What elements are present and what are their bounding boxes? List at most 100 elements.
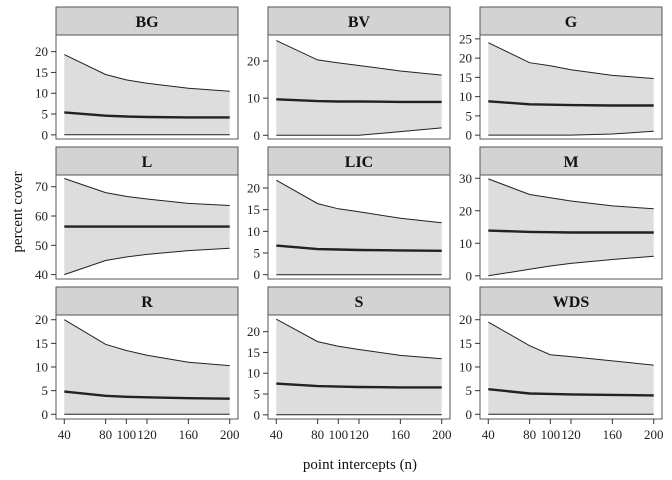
x-tick-label-s-120: 120 <box>349 427 369 442</box>
y-tick-label-r-5: 5 <box>42 383 49 398</box>
band-g <box>488 42 654 136</box>
y-tick-label-l-60: 60 <box>35 209 48 224</box>
y-tick-label-r-0: 0 <box>42 407 49 422</box>
strip-label-wds: WDS <box>553 294 590 311</box>
strip-label-r: R <box>141 294 153 311</box>
lower-line-m <box>488 255 654 277</box>
upper-line-lic <box>276 179 442 224</box>
x-tick-label-r-80: 80 <box>99 427 112 442</box>
strip-label-s: S <box>355 294 364 311</box>
y-tick-label-s-10: 10 <box>247 366 260 381</box>
upper-line-wds <box>488 321 654 366</box>
x-tick-label-r-100: 100 <box>117 427 137 442</box>
y-tick-label-bv-10: 10 <box>247 91 260 106</box>
band-s <box>276 319 442 415</box>
y-tick-label-r-20: 20 <box>35 312 48 327</box>
y-tick-label-bv-20: 20 <box>247 54 260 69</box>
x-tick-label-wds-80: 80 <box>523 427 536 442</box>
strip-label-m: M <box>563 154 578 171</box>
strip-lic <box>267 146 451 176</box>
x-tick-label-wds-200: 200 <box>644 427 664 442</box>
strip-s <box>267 286 451 316</box>
mean-line-g <box>488 100 654 107</box>
strip-label-bv: BV <box>348 14 371 31</box>
x-tick-label-r-200: 200 <box>220 427 240 442</box>
lower-line-g <box>488 130 654 136</box>
y-tick-label-m-20: 20 <box>459 203 472 218</box>
y-tick-label-s-5: 5 <box>254 387 261 402</box>
panel-frame-bg <box>55 34 239 140</box>
band-m <box>488 178 654 276</box>
x-tick-label-r-160: 160 <box>179 427 199 442</box>
mean-line-wds <box>488 388 654 397</box>
y-tick-label-bv-0: 0 <box>254 128 261 143</box>
strip-label-bg: BG <box>135 14 159 31</box>
panel-frame-m <box>479 174 663 280</box>
x-tick-label-s-100: 100 <box>329 427 349 442</box>
mean-line-bg <box>64 111 230 119</box>
panel-s: S 0 5 10 15 20 40 80 100 120 160 200 <box>247 286 451 442</box>
upper-line-l <box>64 178 230 206</box>
panel-m: M 0 10 20 30 <box>459 146 663 283</box>
x-tick-label-s-80: 80 <box>311 427 324 442</box>
y-tick-label-lic-5: 5 <box>254 246 261 261</box>
y-tick-label-wds-20: 20 <box>459 312 472 327</box>
y-tick-label-l-50: 50 <box>35 238 48 253</box>
y-axis-title: percent cover <box>10 171 26 252</box>
upper-line-r <box>64 319 230 367</box>
y-tick-label-g-10: 10 <box>459 89 472 104</box>
mean-line-bv <box>276 98 442 104</box>
x-tick-label-wds-120: 120 <box>561 427 581 442</box>
y-tick-label-m-10: 10 <box>459 236 472 251</box>
y-tick-label-wds-5: 5 <box>466 383 473 398</box>
strip-label-lic: LIC <box>345 154 373 171</box>
x-axis-title: point intercepts (n) <box>303 457 417 473</box>
panel-g: G 0 5 10 15 20 25 <box>459 6 663 143</box>
panel-frame-g <box>479 34 663 140</box>
y-tick-label-bg-10: 10 <box>35 86 48 101</box>
strip-label-g: G <box>565 14 578 31</box>
panel-frame-l <box>55 174 239 280</box>
y-tick-label-s-15: 15 <box>247 345 260 360</box>
upper-line-bg <box>64 54 230 92</box>
panel-bv: BV 0 10 20 <box>247 6 451 143</box>
lower-line-l <box>64 247 230 276</box>
y-tick-label-wds-15: 15 <box>459 336 472 351</box>
y-tick-label-g-0: 0 <box>466 128 473 143</box>
x-tick-label-s-40: 40 <box>270 427 283 442</box>
panel-frame-lic <box>267 174 451 280</box>
y-tick-label-wds-0: 0 <box>466 407 473 422</box>
y-tick-label-lic-0: 0 <box>254 267 261 282</box>
upper-line-g <box>488 42 654 79</box>
panel-frame-bv <box>267 34 451 140</box>
y-tick-label-l-40: 40 <box>35 267 48 282</box>
y-tick-label-g-25: 25 <box>459 31 472 46</box>
strip-bv <box>267 6 451 36</box>
mean-line-r <box>64 390 230 400</box>
strip-l <box>55 146 239 176</box>
panel-l: L 40 50 60 70 <box>35 146 239 282</box>
y-tick-label-wds-10: 10 <box>459 360 472 375</box>
y-tick-label-s-0: 0 <box>254 407 261 422</box>
upper-line-s <box>276 318 442 360</box>
x-tick-label-wds-40: 40 <box>482 427 495 442</box>
y-tick-label-g-20: 20 <box>459 51 472 66</box>
y-tick-label-lic-10: 10 <box>247 224 260 239</box>
y-tick-label-g-15: 15 <box>459 70 472 85</box>
x-tick-label-r-40: 40 <box>58 427 71 442</box>
mean-line-s <box>276 382 442 389</box>
y-tick-label-bg-5: 5 <box>42 107 49 122</box>
mean-line-m <box>488 229 654 234</box>
y-tick-label-lic-20: 20 <box>247 181 260 196</box>
band-r <box>64 319 230 415</box>
y-tick-label-bg-20: 20 <box>35 44 48 59</box>
strip-r <box>55 286 239 316</box>
y-tick-label-bg-15: 15 <box>35 65 48 80</box>
panel-bg: BG 0 5 10 15 20 <box>35 6 239 142</box>
y-tick-label-m-30: 30 <box>459 171 472 186</box>
panel-wds: WDS 0 5 10 15 20 40 80 100 120 160 200 <box>459 286 664 442</box>
y-tick-label-s-20: 20 <box>247 324 260 339</box>
mean-line-lic <box>276 244 442 252</box>
band-wds <box>488 322 654 415</box>
